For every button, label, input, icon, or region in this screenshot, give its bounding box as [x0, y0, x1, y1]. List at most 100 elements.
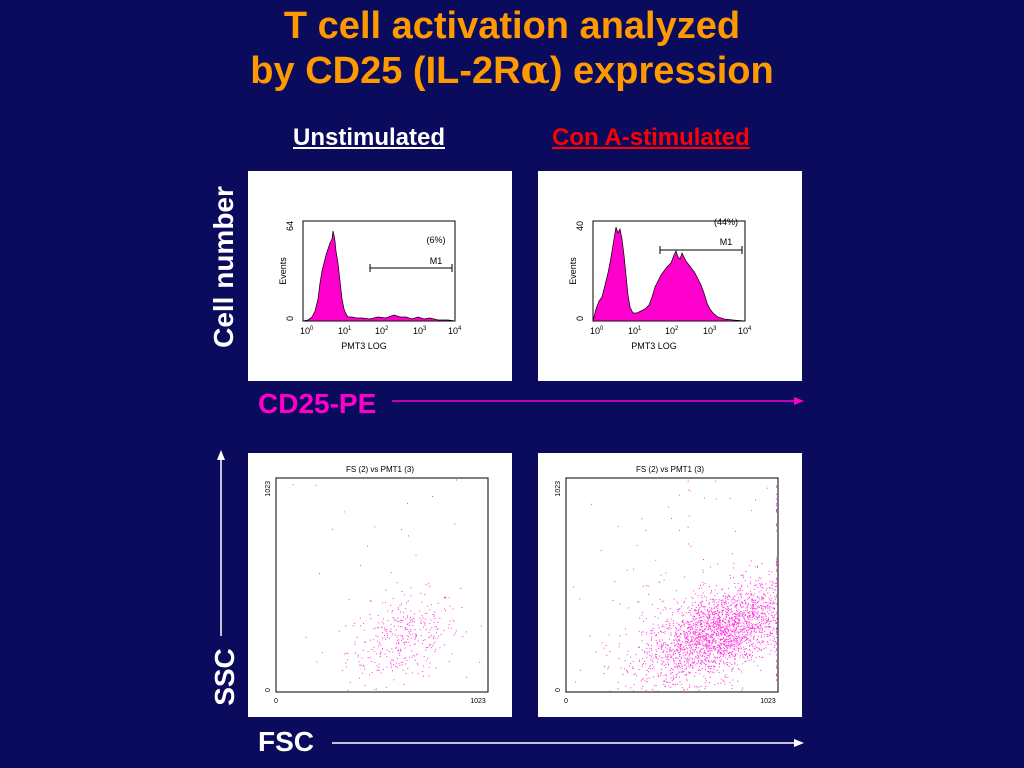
scatter-point [369, 639, 371, 641]
scatter-point [708, 642, 710, 644]
scatter-point [734, 586, 736, 588]
scatter-point [689, 633, 691, 635]
scatter-point [641, 634, 643, 636]
scatter-point [743, 628, 745, 630]
scatter-point [398, 642, 400, 644]
scatter-point [641, 518, 643, 520]
scatter-point [750, 560, 752, 562]
scatter-point [737, 597, 739, 599]
scatter-point [706, 638, 708, 639]
scatter-point [721, 653, 723, 655]
scatter-point [685, 668, 687, 670]
scatter-point [762, 608, 764, 610]
scatter-point [390, 664, 392, 666]
scatter-point [718, 632, 720, 634]
scatter-point [680, 656, 682, 658]
scatter-point [741, 613, 743, 615]
scatter-point [754, 629, 756, 631]
scatter-point [718, 666, 720, 668]
scatter-point [429, 643, 431, 645]
scatter-point [393, 625, 395, 627]
scatter-point [660, 645, 662, 647]
scatter-point [641, 679, 643, 681]
scatter-point [394, 634, 396, 636]
scatter-point [698, 670, 700, 671]
scatter-point [746, 631, 748, 633]
scatter-point [740, 630, 742, 632]
scatter-point [655, 635, 657, 637]
scatter-point [680, 606, 682, 607]
scatter-point [717, 647, 719, 649]
scatter-point [725, 625, 727, 627]
scatter-point [730, 604, 732, 606]
scatter-point [715, 498, 717, 500]
scatter-point [776, 654, 777, 656]
scatter-point [748, 621, 750, 623]
scatter-point [346, 666, 347, 668]
scatter-point [740, 594, 742, 596]
scatter-point [683, 623, 685, 625]
scatter-point [741, 671, 743, 673]
scatter-point [755, 646, 757, 648]
scatter-point [714, 611, 716, 613]
scatter-point [396, 637, 398, 639]
scatter-point [729, 634, 730, 636]
scatter-point [697, 643, 699, 644]
scatter-point [730, 637, 731, 639]
scatter-point [704, 651, 705, 653]
scatter-point [715, 606, 717, 608]
scatter-point [706, 643, 708, 645]
scatter-point [692, 628, 694, 630]
scatter-point [765, 618, 767, 620]
scatter-point [664, 606, 666, 608]
scatter-point [671, 680, 673, 682]
scatter-point [713, 654, 715, 656]
x-min-label: 0 [274, 698, 278, 705]
scatter-point [354, 641, 356, 643]
scatter-point [771, 615, 773, 617]
scatter-point [698, 620, 700, 622]
scatter-point [466, 676, 467, 678]
scatter-point [676, 649, 677, 651]
scatter-point [704, 595, 705, 597]
scatter-point [701, 605, 702, 607]
scatter-point [727, 643, 729, 645]
scatter-point [697, 613, 699, 615]
scatter-point [726, 646, 728, 648]
scatter-point [709, 648, 711, 650]
scatter-point [432, 613, 434, 615]
scatter-point [661, 646, 663, 648]
scatter-point [681, 625, 683, 626]
scatter-point [414, 613, 416, 615]
scatter-point [580, 669, 582, 671]
scatter-point [762, 602, 764, 604]
scatter-point [710, 668, 712, 670]
scatter-point [405, 618, 407, 620]
scatter-point [404, 627, 406, 629]
scatter-point [412, 617, 414, 619]
scatter-point [700, 611, 702, 613]
scatter-point [435, 632, 437, 634]
scatter-point [704, 629, 706, 631]
scatter-point [705, 637, 707, 639]
scatter-point [735, 635, 737, 637]
scatter-point [646, 648, 648, 650]
scatter-point [707, 633, 709, 635]
scatter-point [737, 624, 739, 626]
scatter-point [757, 565, 759, 567]
scatter-point [400, 661, 402, 663]
scatter-point [415, 654, 417, 656]
scatter-point [771, 603, 773, 605]
scatter-point [686, 680, 688, 682]
scatter-point [709, 641, 711, 643]
scatter-point [770, 597, 772, 599]
scatter-point [719, 652, 721, 654]
scatter-point [706, 622, 708, 624]
scatter-point [638, 659, 640, 661]
scatter-point [734, 658, 736, 659]
scatter-point [392, 610, 394, 611]
scatter-point [397, 625, 399, 627]
scatter-point [769, 599, 771, 601]
scatter-point [774, 651, 776, 653]
scatter-point [659, 598, 661, 600]
